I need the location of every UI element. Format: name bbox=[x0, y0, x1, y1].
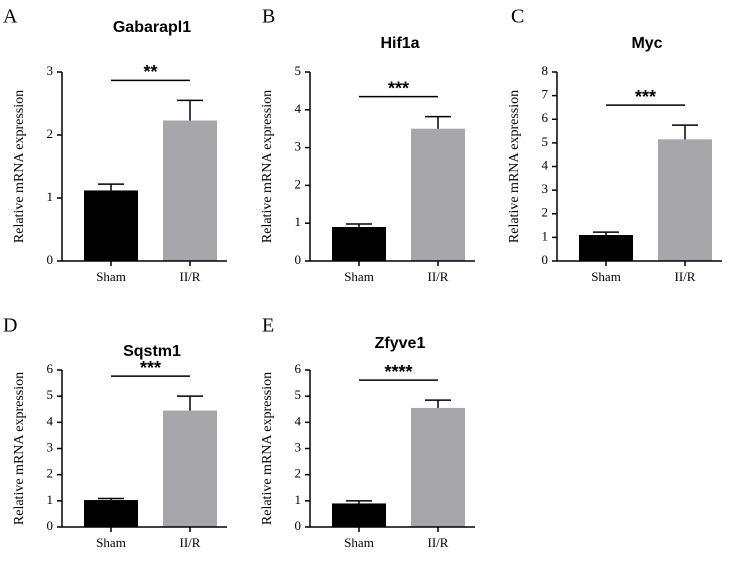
x-tick-label: Sham bbox=[96, 269, 126, 284]
y-tick-label: 8 bbox=[542, 63, 549, 78]
significance-label: *** bbox=[635, 87, 656, 107]
bar bbox=[658, 139, 712, 261]
bar bbox=[411, 407, 465, 527]
y-tick-label: 2 bbox=[295, 176, 302, 191]
y-tick-label: 5 bbox=[47, 387, 54, 402]
y-tick-label: 3 bbox=[47, 63, 54, 78]
panel-letter: E bbox=[262, 315, 274, 337]
y-tick-label: 5 bbox=[542, 134, 549, 149]
bar bbox=[163, 410, 217, 527]
bar bbox=[332, 503, 386, 527]
significance-label: *** bbox=[140, 358, 161, 378]
y-tick-label: 0 bbox=[47, 252, 54, 267]
y-tick-label: 0 bbox=[542, 252, 549, 267]
y-tick-label: 0 bbox=[295, 252, 302, 267]
x-tick-label: Sham bbox=[96, 535, 126, 550]
x-tick-label: II/R bbox=[675, 269, 696, 284]
y-tick-label: 1 bbox=[47, 492, 54, 507]
y-tick-label: 7 bbox=[542, 87, 549, 102]
y-axis-label: Relative mRNA expression bbox=[260, 90, 275, 243]
bar bbox=[332, 226, 386, 261]
y-tick-label: 1 bbox=[47, 189, 54, 204]
x-tick-label: II/R bbox=[428, 535, 449, 550]
y-tick-label: 4 bbox=[542, 157, 549, 172]
x-tick-label: II/R bbox=[180, 269, 201, 284]
y-tick-label: 3 bbox=[295, 439, 302, 454]
panel-letter: C bbox=[511, 6, 524, 28]
chart-title: Myc bbox=[631, 35, 662, 52]
y-tick-label: 3 bbox=[295, 139, 302, 154]
panel-letter: B bbox=[262, 6, 275, 28]
y-tick-label: 4 bbox=[295, 101, 302, 116]
y-axis-label: Relative mRNA expression bbox=[12, 90, 27, 243]
chart-title: Sqstm1 bbox=[123, 343, 181, 360]
y-tick-label: 2 bbox=[295, 466, 302, 481]
y-tick-label: 0 bbox=[295, 518, 302, 533]
y-tick-label: 6 bbox=[295, 361, 302, 376]
x-tick-label: Sham bbox=[344, 535, 374, 550]
y-tick-label: 4 bbox=[295, 413, 302, 428]
significance-label: *** bbox=[388, 78, 409, 98]
bar bbox=[579, 235, 633, 261]
y-tick-label: 2 bbox=[47, 126, 54, 141]
y-tick-label: 2 bbox=[47, 466, 54, 481]
bar bbox=[163, 120, 217, 261]
bar bbox=[84, 190, 138, 261]
significance-label: ** bbox=[143, 62, 157, 82]
x-tick-label: II/R bbox=[428, 269, 449, 284]
y-axis-label: Relative mRNA expression bbox=[260, 372, 275, 525]
y-tick-label: 5 bbox=[295, 387, 302, 402]
x-tick-label: Sham bbox=[591, 269, 621, 284]
y-tick-label: 3 bbox=[47, 439, 54, 454]
y-axis-label: Relative mRNA expression bbox=[507, 90, 522, 243]
x-tick-label: Sham bbox=[344, 269, 374, 284]
y-tick-label: 3 bbox=[542, 181, 549, 196]
y-tick-label: 6 bbox=[542, 110, 549, 125]
y-tick-label: 1 bbox=[295, 492, 302, 507]
significance-label: **** bbox=[384, 362, 412, 382]
y-tick-label: 1 bbox=[542, 228, 549, 243]
y-tick-label: 4 bbox=[47, 413, 54, 428]
y-tick-label: 6 bbox=[47, 361, 54, 376]
bar bbox=[411, 128, 465, 261]
x-tick-label: II/R bbox=[180, 535, 201, 550]
panel-letter: A bbox=[3, 6, 18, 28]
y-tick-label: 2 bbox=[542, 205, 549, 220]
panel-letter: D bbox=[3, 315, 17, 337]
chart-title: Hif1a bbox=[380, 35, 419, 52]
chart-title: Zfyve1 bbox=[375, 335, 426, 352]
y-tick-label: 0 bbox=[47, 518, 54, 533]
y-tick-label: 1 bbox=[295, 214, 302, 229]
y-tick-label: 5 bbox=[295, 63, 302, 78]
bar bbox=[84, 500, 138, 527]
y-axis-label: Relative mRNA expression bbox=[12, 372, 27, 525]
chart-title: Gabarapl1 bbox=[113, 19, 191, 36]
